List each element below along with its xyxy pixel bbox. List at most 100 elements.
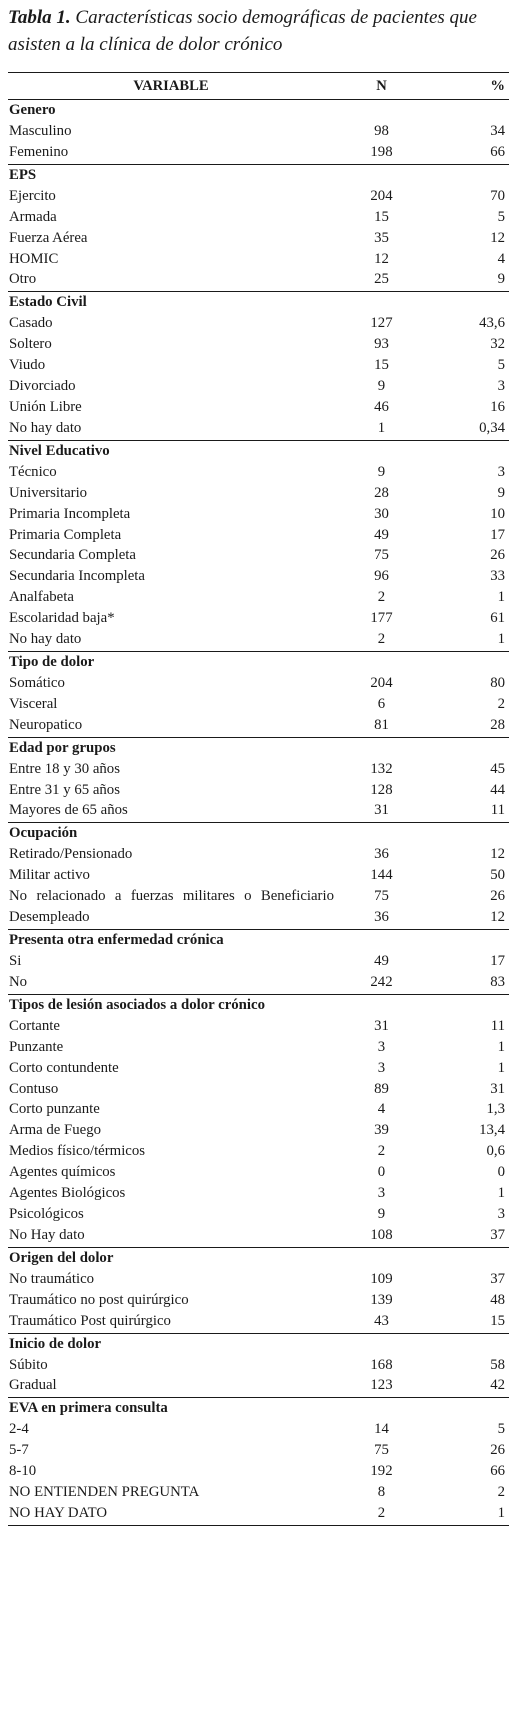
row-label: Agentes químicos xyxy=(9,1164,116,1181)
table-row: Visceral 6 2 xyxy=(8,694,509,715)
row-n: 14 xyxy=(374,1421,389,1438)
row-n: 123 xyxy=(370,1377,393,1394)
row-pct: 5 xyxy=(497,208,505,225)
table-row: No 242 83 xyxy=(8,972,509,993)
row-label: Si xyxy=(9,953,22,969)
table-row: NO ENTIENDEN PREGUNTA 8 2 xyxy=(8,1482,509,1503)
table-row: Gradual 123 42 xyxy=(8,1375,509,1396)
row-pct: 3 xyxy=(497,378,505,395)
row-n: 28 xyxy=(374,484,389,501)
row-n: 75 xyxy=(374,1442,389,1459)
row-label: Súbito xyxy=(9,1356,48,1373)
table-section: EVA en primera consulta 2-4 14 5 5-7 75 26 8-10… xyxy=(8,1398,509,1526)
section-title: Edad por grupos xyxy=(9,739,116,756)
row-n: 36 xyxy=(374,846,389,863)
row-pct: 37 xyxy=(490,1226,505,1243)
row-label: Otro xyxy=(9,271,37,288)
row-n: 0 xyxy=(377,1164,386,1181)
row-n: 43 xyxy=(374,1312,389,1329)
table-row: No relacionado a fuerzas militares o Ben… xyxy=(8,886,509,907)
row-n: 12 xyxy=(374,250,389,267)
table-row: Traumático no post quirúrgico 139 48 xyxy=(8,1290,509,1311)
row-label: 5-7 xyxy=(9,1442,29,1459)
table-row: Neuropatico 81 28 xyxy=(8,715,509,736)
row-pct: 3 xyxy=(497,1205,505,1222)
table-row: 8-10 192 66 xyxy=(8,1461,509,1482)
row-pct: 66 xyxy=(490,1463,505,1480)
row-label: Casado xyxy=(9,315,53,332)
table-row: Universitario 28 9 xyxy=(8,483,509,504)
row-label: Cortante xyxy=(9,1017,60,1034)
row-label: Desempleado xyxy=(9,909,90,926)
row-pct: 1 xyxy=(497,1185,505,1202)
table-caption: Tabla 1. Características socio demográfi… xyxy=(8,4,521,58)
row-n: 6 xyxy=(377,695,386,712)
table-section: Nivel Educativo Técnico 9 3 Universitario 28 9… xyxy=(8,441,509,652)
table-row: No hay dato 1 0,34 xyxy=(8,418,509,439)
row-n: 108 xyxy=(370,1226,393,1243)
row-n: 81 xyxy=(374,716,389,733)
row-pct: 5 xyxy=(497,1421,505,1438)
table-row: Súbito 168 58 xyxy=(8,1355,509,1376)
header-variable: VARIABLE xyxy=(133,77,209,94)
row-n: 2 xyxy=(377,1143,386,1160)
row-label: Militar activo xyxy=(9,867,90,884)
row-pct: 58 xyxy=(490,1356,505,1373)
row-pct: 10 xyxy=(490,505,505,522)
row-n: 198 xyxy=(370,143,393,160)
table-row: Militar activo 144 50 xyxy=(8,865,509,886)
table-row: 2-4 14 5 xyxy=(8,1419,509,1440)
section-title: Nivel Educativo xyxy=(9,442,110,459)
row-label: No relacionado a fuerzas militares o Ben… xyxy=(9,888,334,905)
row-n: 75 xyxy=(374,888,389,905)
table-row: Masculino 98 34 xyxy=(8,121,509,142)
row-pct: 1 xyxy=(497,589,505,606)
table-row: HOMIC 12 4 xyxy=(8,249,509,270)
row-label: Universitario xyxy=(9,484,88,501)
table-section: Tipos de lesión asociados a dolor crónic… xyxy=(8,995,509,1248)
row-pct: 3 xyxy=(497,463,505,480)
row-label: Viudo xyxy=(9,357,46,374)
row-pct: 26 xyxy=(490,888,505,905)
table-row: Casado 127 43,6 xyxy=(8,313,509,334)
row-pct: 12 xyxy=(490,846,505,863)
table-body: Genero Masculino 98 34 Femenino 198 66 EPS Ejerc… xyxy=(8,100,509,1526)
row-pct: 28 xyxy=(490,716,505,733)
row-pct: 12 xyxy=(490,909,505,926)
table-row: Psicológicos 9 3 xyxy=(8,1204,509,1225)
table-row: Somático 204 80 xyxy=(8,673,509,694)
table-row: Agentes Biológicos 3 1 xyxy=(8,1183,509,1204)
row-label: HOMIC xyxy=(9,250,59,267)
row-n: 9 xyxy=(377,378,386,395)
caption-line-1: Tabla 1. Características socio demográfi… xyxy=(8,4,521,31)
row-pct: 31 xyxy=(490,1080,505,1097)
row-n: 15 xyxy=(374,208,389,225)
row-label: Entre 31 y 65 años xyxy=(9,781,120,798)
row-pct: 43,6 xyxy=(479,315,505,332)
table-row: Si 49 17 xyxy=(8,951,509,972)
row-pct: 5 xyxy=(497,357,505,374)
row-pct: 26 xyxy=(490,547,505,564)
row-pct: 44 xyxy=(490,781,505,798)
row-n: 127 xyxy=(370,315,393,332)
table-row: Fuerza Aérea 35 12 xyxy=(8,228,509,249)
row-n: 93 xyxy=(374,336,389,353)
row-label: Escolaridad baja* xyxy=(9,610,115,627)
section-title: EPS xyxy=(9,166,37,183)
section-title: Estado Civil xyxy=(9,294,87,311)
table-section: Presenta otra enfermedad crónica Si 49 17 No… xyxy=(8,930,509,995)
table-row: Traumático Post quirúrgico 43 15 xyxy=(8,1311,509,1332)
row-pct: 17 xyxy=(490,526,505,543)
table-row: Secundaria Completa 75 26 xyxy=(8,545,509,566)
row-n: 4 xyxy=(377,1101,386,1118)
row-label: Psicológicos xyxy=(9,1205,84,1222)
table-row: Corto punzante 4 1,3 xyxy=(8,1099,509,1120)
row-pct: 9 xyxy=(497,271,505,288)
row-pct: 15 xyxy=(490,1312,505,1329)
row-pct: 32 xyxy=(490,336,505,353)
row-pct: 66 xyxy=(490,143,505,160)
table-section: EPS Ejercito 204 70 Armada 15 5 Fuerza Aérea 35 1… xyxy=(8,165,509,293)
row-pct: 34 xyxy=(490,123,505,139)
table-row: Agentes químicos 0 0 xyxy=(8,1162,509,1183)
row-label: Femenino xyxy=(9,143,69,160)
